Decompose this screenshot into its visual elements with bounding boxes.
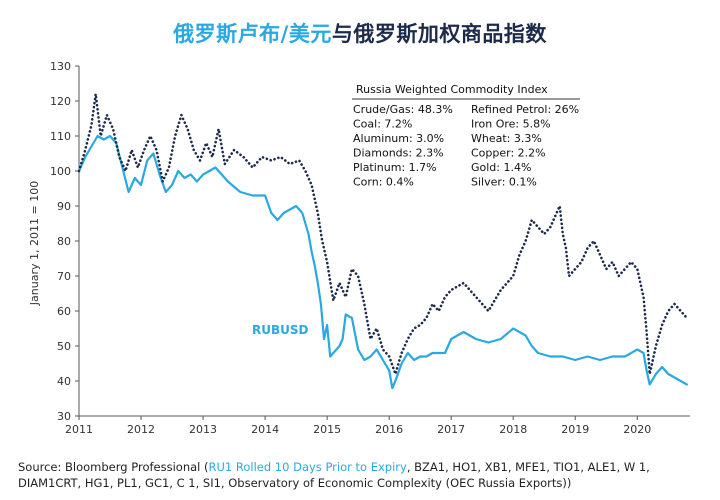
legend-item: Iron Ore: 5.8%	[471, 118, 551, 131]
x-tick-label: 2014	[251, 423, 279, 436]
rubusd-label: RUBUSD	[252, 323, 309, 337]
y-tick-label: 40	[57, 375, 71, 388]
legend-item: Aluminum: 3.0%	[353, 132, 444, 145]
x-tick-label: 2015	[313, 423, 341, 436]
x-tick-label: 2016	[375, 423, 403, 436]
legend-item: Platinum: 1.7%	[353, 161, 437, 174]
legend-item: Copper: 2.2%	[471, 147, 546, 160]
x-tick-label: 2019	[561, 423, 589, 436]
y-tick-label: 50	[57, 340, 71, 353]
y-tick-label: 30	[57, 410, 71, 423]
chart-title: 俄罗斯卢布/美元与俄罗斯加权商品指数	[0, 18, 720, 48]
x-tick-label: 2017	[437, 423, 465, 436]
x-tick-label: 2018	[499, 423, 527, 436]
source-highlight: RU1 Rolled 10 Days Prior to Expiry	[208, 460, 407, 474]
chart-title-rub: 俄罗斯卢布/美元	[173, 22, 332, 46]
y-tick-label: 110	[50, 130, 71, 143]
y-tick-label: 130	[50, 60, 71, 73]
y-tick-label: 90	[57, 200, 71, 213]
y-tick-label: 100	[50, 165, 71, 178]
source-prefix: Source: Bloomberg Professional (	[18, 460, 209, 474]
source-suffix: , BZA1, HO1, XB1, MFE1, TIO1, ALE1, W 1,…	[18, 460, 650, 490]
legend-table: Russia Weighted Commodity Index Crude/Gas…	[352, 83, 580, 189]
x-tick-label: 2012	[127, 423, 155, 436]
legend-title: Russia Weighted Commodity Index	[356, 83, 548, 96]
source-note: Source: Bloomberg Professional (RU1 Roll…	[18, 459, 708, 491]
y-tick-label: 70	[57, 270, 71, 283]
legend-item: Coal: 7.2%	[353, 118, 412, 131]
chart-title-index: 与俄罗斯加权商品指数	[331, 22, 547, 46]
legend-item: Refined Petrol: 26%	[471, 103, 579, 116]
y-tick-label: 60	[57, 305, 71, 318]
legend-item: Corn: 0.4%	[353, 176, 414, 189]
legend-item: Gold: 1.4%	[471, 161, 531, 174]
index-series-line	[77, 92, 689, 376]
legend-item: Wheat: 3.3%	[471, 132, 542, 145]
y-tick-label: 120	[50, 95, 71, 108]
x-tick-label: 2013	[189, 423, 217, 436]
legend-item: Diamonds: 2.3%	[353, 147, 444, 160]
x-tick-label: 2011	[65, 423, 93, 436]
series-group: RUBUSD	[77, 92, 689, 390]
legend-item: Crude/Gas: 48.3%	[353, 103, 453, 116]
y-axis-label: January 1, 2011 = 100	[28, 181, 41, 306]
rubusd-series-line	[77, 134, 688, 390]
legend-item: Silver: 0.1%	[471, 176, 537, 189]
y-tick-label: 80	[57, 235, 71, 248]
x-tick-label: 2020	[623, 423, 651, 436]
axes: 30 40 50 60 70 80 90 100 110 120 130 2011 2012 2013 20…	[50, 60, 690, 436]
